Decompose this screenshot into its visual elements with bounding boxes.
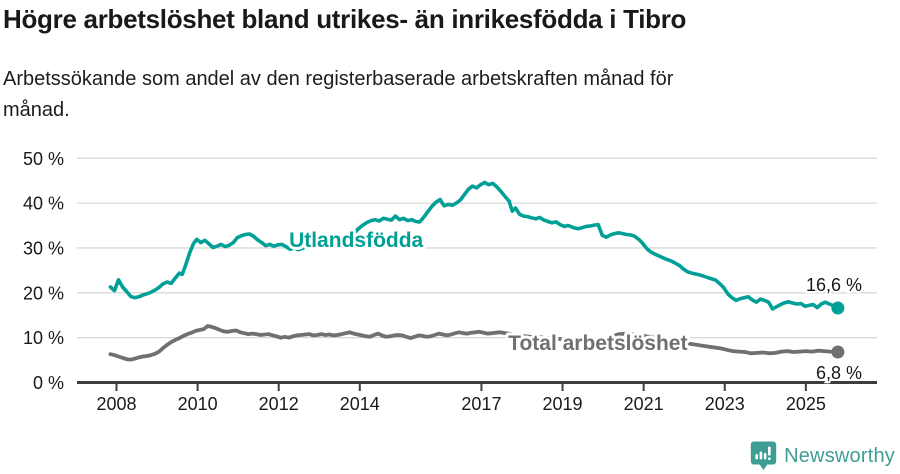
x-tick-label: 2012 bbox=[259, 394, 299, 414]
series-end-label: 16,6 % bbox=[806, 275, 862, 295]
x-tick-label: 2023 bbox=[705, 394, 745, 414]
series-end-dot bbox=[831, 301, 845, 315]
x-tick-label: 2010 bbox=[178, 394, 218, 414]
x-tick-label: 2014 bbox=[340, 394, 380, 414]
series-end-dot bbox=[831, 345, 845, 359]
chart-title: Högre arbetslöshet bland utrikes- än inr… bbox=[3, 4, 687, 34]
x-tick-label: 2017 bbox=[461, 394, 501, 414]
x-tick-label: 2021 bbox=[624, 394, 664, 414]
series-label: Total arbetslöshet bbox=[508, 332, 687, 355]
y-tick-label: 50 % bbox=[23, 149, 64, 169]
line-chart-canvas: 0 % 10 % 20 % 30 % 40 % 50 % 2008 2010 2012 2014 2… bbox=[23, 149, 877, 414]
x-tick-label: 2008 bbox=[96, 394, 136, 414]
newsworthy-icon bbox=[750, 441, 777, 471]
y-tick-label: 30 % bbox=[23, 238, 64, 258]
chart-subtitle: Arbetssökande som andel av den registerb… bbox=[3, 68, 674, 121]
y-tick-label: 40 % bbox=[23, 194, 64, 214]
y-tick-label: 0 % bbox=[33, 373, 64, 393]
series-line-utlandsfodda bbox=[108, 180, 840, 311]
y-tick-label: 20 % bbox=[23, 283, 64, 303]
series-label: Utlandsfödda bbox=[289, 229, 423, 252]
newsworthy-logo: Newsworthy bbox=[750, 441, 895, 471]
series-line-total bbox=[108, 324, 840, 362]
newsworthy-logo-text: Newsworthy bbox=[784, 444, 895, 467]
y-tick-label: 10 % bbox=[23, 328, 64, 348]
x-tick-label: 2025 bbox=[786, 394, 826, 414]
x-tick-label: 2019 bbox=[543, 394, 583, 414]
line-chart: 0 % 10 % 20 % 30 % 40 % 50 % 2008 2010 2012 2014 2… bbox=[0, 140, 900, 474]
series-end-label: 6,8 % bbox=[816, 363, 862, 383]
